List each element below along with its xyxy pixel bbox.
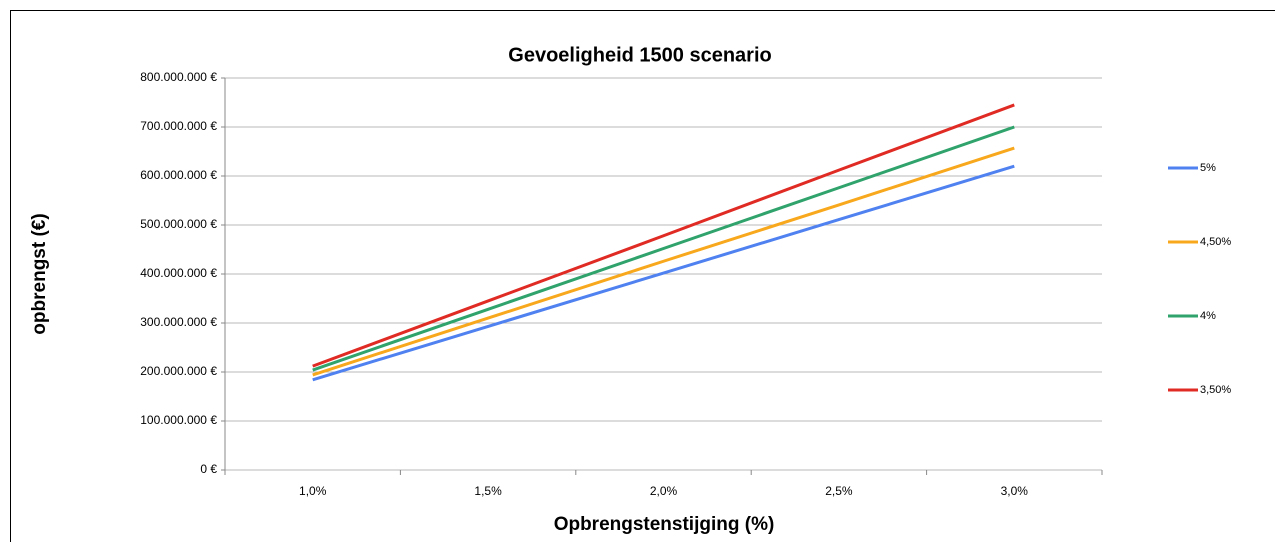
x-tick-label: 2,5%	[825, 484, 853, 498]
y-tick-label: 700.000.000 €	[140, 119, 217, 133]
x-axis-label: Opbrengstenstijging (%)	[554, 514, 775, 535]
x-tick-label: 1,5%	[474, 484, 502, 498]
y-tick-label: 100.000.000 €	[140, 413, 217, 427]
y-tick-label: 500.000.000 €	[140, 217, 217, 231]
chart-title: Gevoeligheid 1500 scenario	[508, 44, 771, 66]
legend-label: 4,50%	[1200, 236, 1231, 248]
line-series	[312, 125, 1015, 372]
y-tick-label: 0 €	[200, 462, 217, 476]
legend-label: 3,50%	[1200, 384, 1231, 396]
y-tick-label: 800.000.000 €	[140, 70, 217, 84]
x-tick-label: 2,0%	[650, 484, 678, 498]
y-tick-label: 600.000.000 €	[140, 168, 217, 182]
line-series	[312, 164, 1015, 382]
y-tick-label: 300.000.000 €	[140, 315, 217, 329]
legend-label: 5%	[1200, 162, 1216, 174]
legend-label: 4%	[1200, 310, 1216, 322]
y-tick-label: 200.000.000 €	[140, 364, 217, 378]
chart-border	[10, 10, 1275, 542]
x-tick-label: 1,0%	[299, 484, 327, 498]
line-series	[312, 146, 1015, 377]
y-tick-label: 400.000.000 €	[140, 266, 217, 280]
y-axis-label: opbrengst (€)	[29, 213, 50, 334]
x-tick-label: 3,0%	[1001, 484, 1029, 498]
line-series	[312, 103, 1015, 368]
